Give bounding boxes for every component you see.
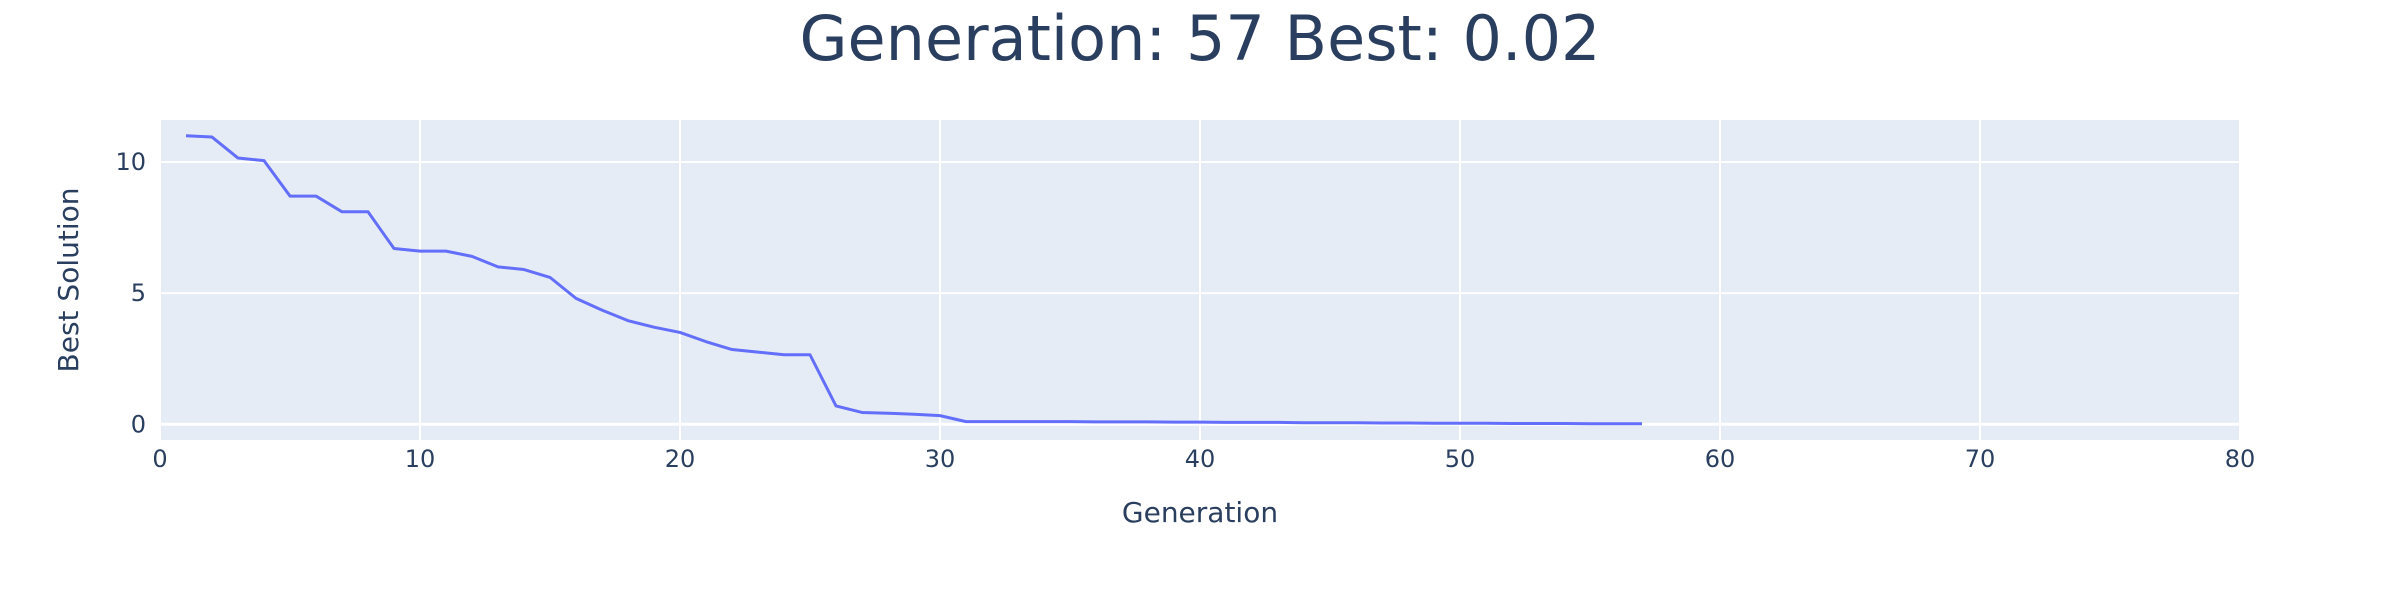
x-tick-label: 0 (152, 445, 167, 473)
series-line-1 (185, 134, 1642, 426)
x-axis-title: Generation (1122, 496, 1278, 529)
x-tick-label: 60 (1705, 445, 1736, 473)
x-tick-label: 70 (1965, 445, 1996, 473)
x-tick-label: 50 (1445, 445, 1476, 473)
y-axis-title: Best Solution (52, 188, 85, 373)
y-tick-label: 0 (131, 410, 146, 438)
x-tick-label: 40 (1185, 445, 1216, 473)
tick-labels: 0 10 20 30 40 50 60 70 80 0 5 10 (115, 148, 2255, 473)
x-tick-label: 80 (2225, 445, 2256, 473)
chart-title: Generation: 57 Best: 0.02 (799, 2, 1600, 75)
y-tick-label: 5 (131, 279, 146, 307)
x-tick-label: 20 (665, 445, 696, 473)
series-layer (185, 134, 1642, 426)
x-tick-label: 30 (925, 445, 956, 473)
y-tick-label: 10 (115, 148, 146, 176)
gridlines (159, 120, 2241, 440)
x-tick-label: 10 (405, 445, 436, 473)
